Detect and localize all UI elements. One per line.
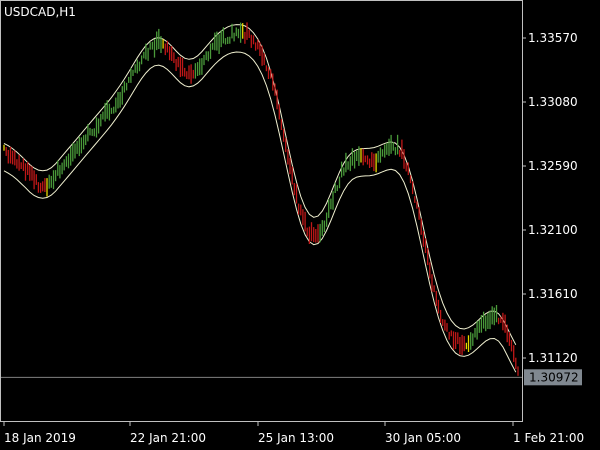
- y-tick-label: 1.32100: [528, 223, 578, 237]
- axes: [0, 0, 523, 422]
- x-tick-label: 1 Feb 21:00: [513, 431, 584, 445]
- x-tick-label: 30 Jan 05:00: [385, 431, 461, 445]
- current-price-tag-label: 1.30972: [529, 370, 579, 384]
- chart-title: USDCAD,H1: [4, 5, 76, 19]
- y-tick-label: 1.32590: [528, 159, 578, 173]
- plot-frame: [0, 0, 523, 422]
- x-axis-ticks: 18 Jan 2019 22 Jan 21:00 25 Jan 13:00 30 Ja…: [3, 421, 584, 445]
- y-tick-label: 1.33570: [528, 31, 578, 45]
- x-tick-label: 22 Jan 21:00: [130, 431, 206, 445]
- x-tick-label: 18 Jan 2019: [4, 431, 76, 445]
- price-bars: [3, 22, 519, 376]
- lower-band-line: [3, 51, 517, 373]
- y-tick-label: 1.31120: [528, 351, 578, 365]
- current-price-tag: 1.30972: [524, 369, 582, 386]
- y-tick-label: 1.33080: [528, 95, 578, 109]
- current-price-tag-bg: [524, 369, 582, 386]
- y-axis-ticks: 1.33570 1.33080 1.32590 1.32100 1.31610 1.311…: [522, 31, 578, 365]
- x-tick-label: 25 Jan 13:00: [258, 431, 334, 445]
- y-tick-label: 1.31610: [528, 287, 578, 301]
